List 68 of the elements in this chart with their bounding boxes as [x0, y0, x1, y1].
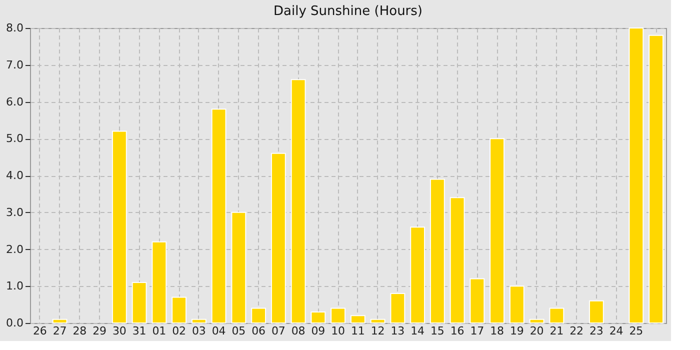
y-tick-label: 6.0 — [6, 95, 24, 108]
chart-title: Daily Sunshine (Hours) — [274, 4, 422, 19]
bar — [529, 318, 544, 324]
x-tick-label: 12 — [370, 324, 385, 338]
x-tick-label: 29 — [92, 324, 107, 338]
bar — [251, 308, 266, 324]
x-tick-label: 28 — [72, 324, 87, 338]
x-tick-label: 11 — [350, 324, 365, 338]
x-tick-label: 19 — [510, 324, 524, 338]
y-tick-label: 4.0 — [6, 169, 24, 182]
x-tick-label: 04 — [212, 324, 226, 338]
x-tick-label: 13 — [390, 324, 405, 338]
bar — [270, 152, 286, 324]
bar — [450, 197, 465, 324]
bar — [470, 278, 485, 324]
x-tick-label: 30 — [112, 324, 126, 338]
x-tick-label: 18 — [490, 324, 504, 338]
y-tick-label: 3.0 — [6, 206, 24, 219]
bar — [588, 300, 604, 324]
bar — [132, 282, 147, 324]
bar — [370, 318, 386, 324]
x-tick-label: 26 — [32, 324, 47, 338]
y-tick-label: 0.0 — [6, 316, 24, 330]
x-tick-label: 06 — [252, 324, 266, 338]
x-tick-label: 14 — [410, 324, 425, 338]
x-tick-label: 10 — [331, 324, 346, 338]
y-tick-label: 7.0 — [6, 58, 24, 72]
y-tick-label: 8.0 — [6, 22, 24, 34]
x-tick-label: 01 — [152, 324, 166, 338]
bar — [648, 34, 664, 324]
bar — [152, 241, 167, 324]
bar — [390, 293, 406, 324]
bar — [330, 308, 346, 324]
bar — [211, 108, 226, 324]
x-tick-label: 21 — [550, 324, 564, 338]
bar — [310, 311, 326, 324]
bar — [52, 318, 68, 324]
x-tick-label: 02 — [172, 324, 186, 338]
x-tick-label: 25 — [629, 324, 644, 338]
bar — [549, 308, 564, 324]
x-tick-label: 15 — [430, 324, 444, 338]
x-tick-label: 07 — [271, 324, 286, 338]
x-tick-label: 08 — [291, 324, 306, 338]
x-tick-label: 24 — [609, 324, 624, 338]
y-tick-label: 5.0 — [6, 132, 24, 146]
bar — [231, 212, 246, 324]
x-tick-label: 22 — [570, 324, 584, 338]
bar — [350, 315, 366, 324]
bar — [410, 226, 426, 324]
bar — [430, 178, 445, 324]
x-tick-label: 17 — [470, 324, 484, 338]
bar — [628, 28, 644, 324]
x-tick-label: 27 — [52, 324, 67, 338]
bar — [490, 138, 505, 324]
y-tick-label: 2.0 — [6, 242, 24, 256]
bar — [172, 296, 187, 324]
x-tick-label: 16 — [450, 324, 464, 338]
bar — [191, 318, 206, 324]
x-tick-label: 23 — [589, 324, 604, 338]
x-tick-label: 09 — [311, 324, 326, 338]
bar — [290, 79, 306, 324]
bar — [509, 286, 524, 324]
x-tick-label: 31 — [132, 324, 146, 338]
y-tick-label: 1.0 — [6, 280, 24, 293]
bar — [112, 130, 127, 324]
x-tick-label: 20 — [530, 324, 544, 338]
x-tick-label: 05 — [232, 324, 246, 338]
x-tick-label: 03 — [192, 324, 206, 338]
